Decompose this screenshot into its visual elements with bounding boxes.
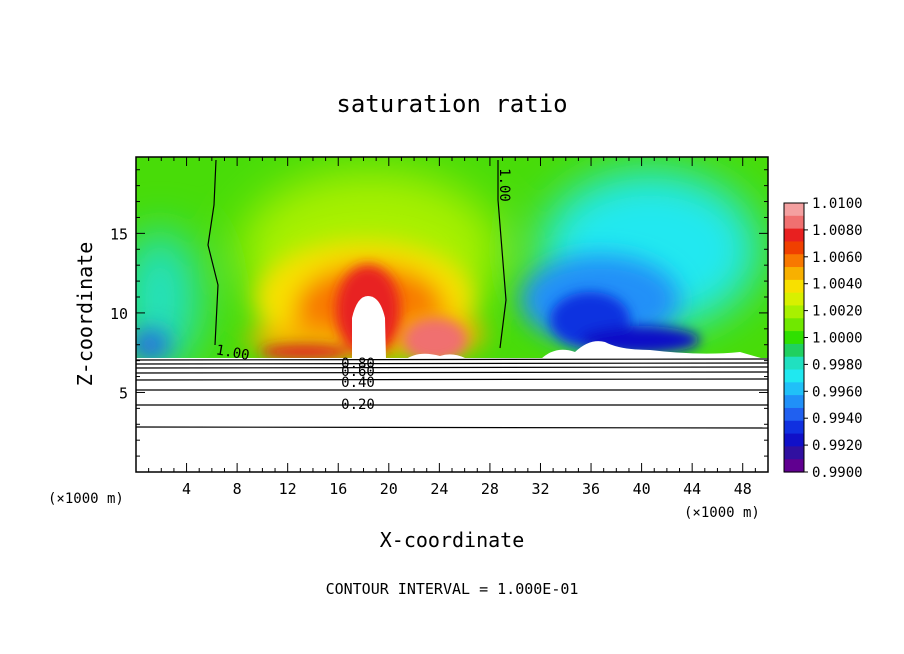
x-unit-left: (×1000 m) (48, 491, 124, 507)
x-tick-label: 36 (582, 480, 600, 498)
colorbar-swatch (784, 459, 804, 473)
contour-base-1 (136, 358, 768, 361)
x-tick-label: 16 (329, 480, 347, 498)
colorbar-swatch (784, 254, 804, 268)
colorbar-swatch (784, 279, 804, 294)
colorbar-swatch (784, 267, 804, 281)
colorbar-label: 0.9980 (812, 357, 863, 373)
colorbar-label: 1.0000 (812, 331, 863, 347)
contour-label: 0.40 (341, 375, 375, 391)
x-tick-label: 4 (182, 480, 191, 498)
colorbar-label: 1.0040 (812, 277, 863, 293)
clear-bumps (540, 341, 768, 360)
colorbar-label: 0.9900 (812, 465, 863, 481)
x-axis: 4 8 12 16 20 24 28 32 36 40 44 48 (148, 157, 756, 498)
y-tick-label: 5 (119, 384, 128, 402)
x-axis-title: X-coordinate (380, 528, 525, 552)
colorbar-swatch (784, 420, 804, 435)
contour-0.20 (136, 404, 768, 406)
contour-interval-note: CONTOUR INTERVAL = 1.000E-01 (326, 580, 579, 598)
contour-0.40 (136, 389, 768, 391)
colorbar-swatch (784, 369, 804, 383)
field-patch-pink (403, 318, 467, 362)
colorbar-swatch (784, 215, 804, 230)
colorbar-swatch (784, 356, 804, 371)
colorbar-swatch (784, 305, 804, 319)
colorbar-label: 1.0080 (812, 223, 863, 239)
x-tick-label: 28 (481, 480, 499, 498)
colorbar-swatch (784, 241, 804, 255)
contour-label: 1.00 (496, 168, 512, 202)
colorbar-label: 1.0060 (812, 250, 863, 266)
colorbar-swatch (784, 343, 804, 358)
x-tick-label: 40 (633, 480, 651, 498)
colorbar-swatch (784, 203, 804, 217)
colorbar-swatch (784, 292, 804, 307)
chart-title: saturation ratio (336, 90, 567, 118)
x-tick-label: 20 (380, 480, 398, 498)
contour-0.60 (136, 378, 768, 381)
clear-hole-center (352, 296, 386, 360)
colorbar-swatch (784, 395, 804, 409)
contour-left-1.00 (207, 159, 219, 346)
y-axis-title: Z-coordinate (73, 242, 97, 387)
x-tick-label: 44 (683, 480, 701, 498)
field-patch-red-low (260, 345, 350, 359)
colorbar-label: 1.0100 (812, 196, 863, 212)
colorbar-swatch (784, 446, 804, 460)
colorbar-swatch (784, 433, 804, 447)
x-tick-label: 12 (279, 480, 297, 498)
x-unit-right: (×1000 m) (684, 505, 760, 521)
y-axis: 5 10 15 (110, 169, 768, 457)
contour-label: 1.00 (215, 342, 251, 364)
contour-base-3 (136, 366, 768, 369)
colorbar-swatch (784, 382, 804, 396)
x-tick-label: 24 (430, 480, 448, 498)
y-tick-label: 10 (110, 305, 128, 323)
contour-right-1.00 (497, 160, 507, 349)
contour-label-group: 1.00 1.00 0.800.600.40 0.20 (215, 168, 512, 413)
y-tick-label: 15 (110, 225, 128, 243)
colorbar: 1.0100 1.0080 1.0060 1.0040 1.0020 1.0000 0.99… (783, 196, 863, 481)
contour-0.80 (136, 371, 768, 374)
colorbar-label: 0.9940 (812, 411, 863, 427)
field-patch-blue-left (136, 330, 170, 360)
x-tick-label: 48 (734, 480, 752, 498)
colorbar-swatch (784, 318, 804, 332)
contour-label: 0.80 (341, 356, 375, 372)
colorbar-label: 0.9960 (812, 384, 863, 400)
subcloud-area (136, 358, 768, 472)
x-tick-label: 8 (233, 480, 242, 498)
saturation-field: 1.00 1.00 0.800.600.40 0.20 (136, 157, 768, 472)
x-tick-label: 32 (531, 480, 549, 498)
colorbar-swatch (784, 331, 804, 345)
colorbar-swatch (784, 228, 804, 243)
contour-base-2 (136, 362, 768, 365)
contour-label: 0.20 (341, 397, 375, 413)
colorbar-label: 0.9920 (812, 438, 863, 454)
contour-lines (136, 159, 768, 429)
contour-0.00 (136, 426, 768, 429)
colorbar-label: 1.0020 (812, 304, 863, 320)
contour-label: 0.60 (341, 364, 375, 380)
colorbar-swatch (784, 407, 804, 422)
